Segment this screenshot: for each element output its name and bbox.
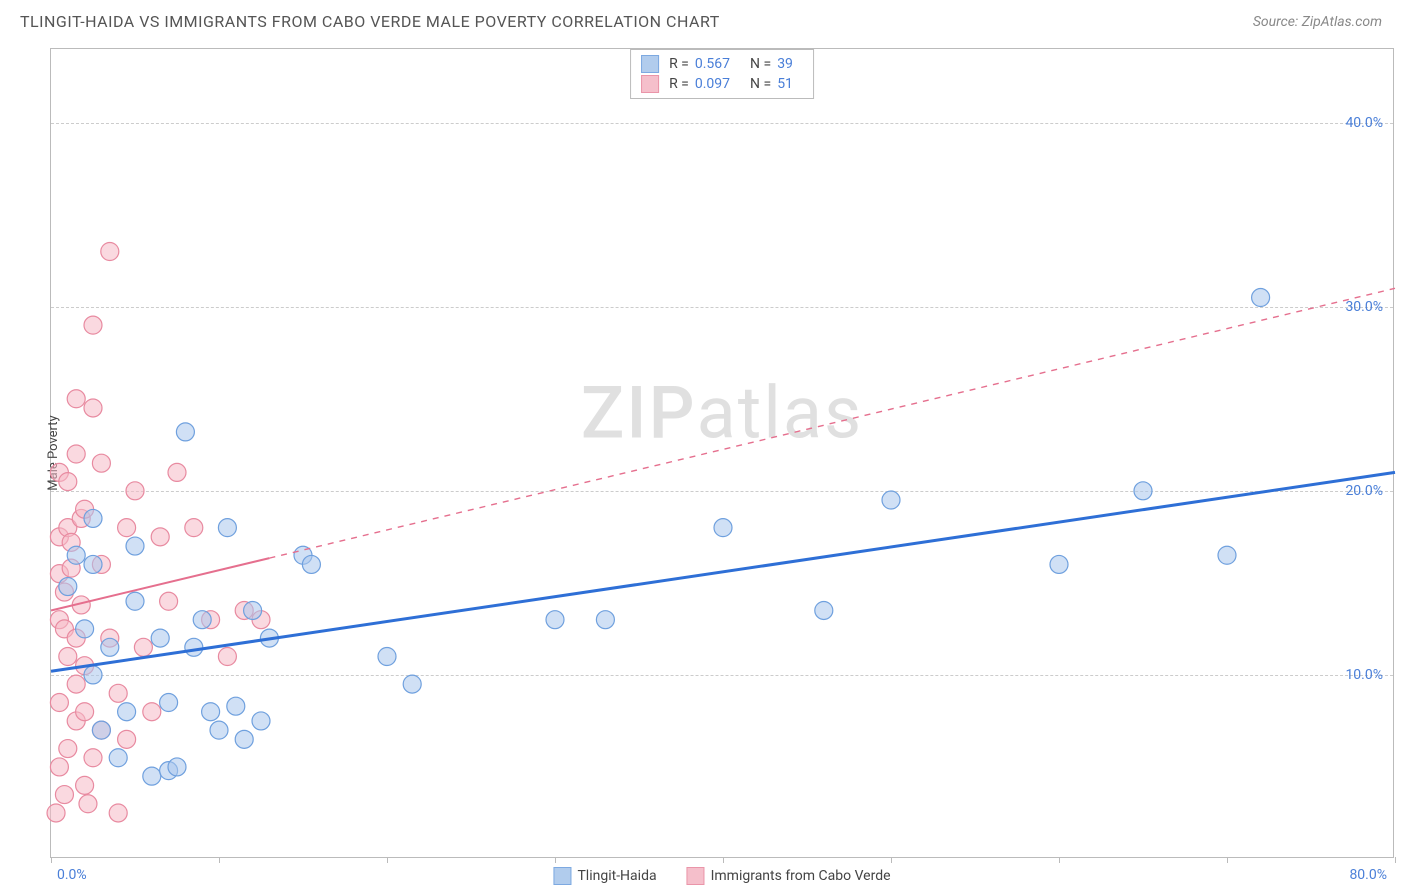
legend-correlation: R = 0.567 N = 39 R = 0.097 N = 51 [630,49,814,99]
r-label: R = [669,56,689,72]
source-attribution: Source: ZipAtlas.com [1253,14,1382,30]
legend-item-cabo: Immigrants from Cabo Verde [687,867,891,885]
legend-row-tlingit: R = 0.567 N = 39 [641,54,803,74]
x-axis-min-label: 0.0% [57,867,87,883]
r-value-tlingit: 0.567 [695,56,730,72]
x-axis-max-label: 80.0% [1349,867,1387,883]
legend-item-tlingit: Tlingit-Haida [553,867,656,885]
chart-title: TLINGIT-HAIDA VS IMMIGRANTS FROM CABO VE… [20,12,720,31]
r-label: R = [669,76,689,92]
swatch-cabo [641,75,659,93]
legend-series: Tlingit-Haida Immigrants from Cabo Verde [553,867,890,885]
scatter-plot [51,49,1393,857]
n-label: N = [750,76,771,92]
n-value-cabo: 51 [777,76,793,92]
r-value-cabo: 0.097 [695,76,730,92]
legend-row-cabo: R = 0.097 N = 51 [641,74,803,94]
series-label-cabo: Immigrants from Cabo Verde [711,868,891,884]
swatch-tlingit [641,55,659,73]
n-value-tlingit: 39 [777,56,793,72]
swatch-tlingit [553,867,571,885]
chart-area: Male Poverty 10.0%20.0%30.0%40.0% 0.0% 8… [50,48,1394,858]
swatch-cabo [687,867,705,885]
series-label-tlingit: Tlingit-Haida [577,868,656,884]
n-label: N = [750,56,771,72]
